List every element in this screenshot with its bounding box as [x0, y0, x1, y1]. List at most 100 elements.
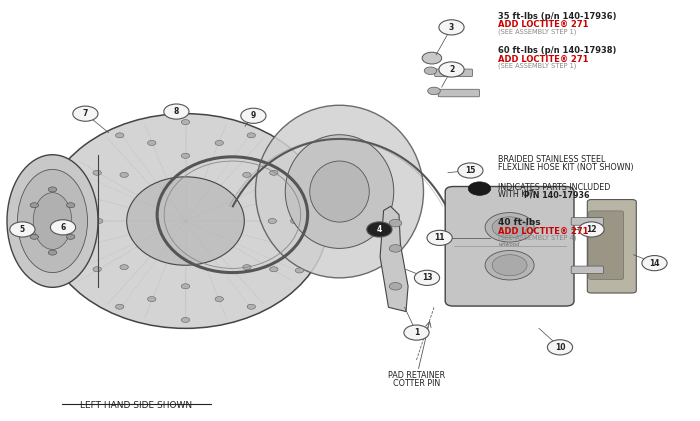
FancyBboxPatch shape	[589, 211, 624, 280]
Text: 5: 5	[20, 225, 25, 234]
Circle shape	[439, 62, 464, 77]
Ellipse shape	[309, 161, 370, 222]
Ellipse shape	[48, 187, 57, 192]
Circle shape	[458, 163, 483, 178]
Text: 12: 12	[587, 225, 596, 234]
Ellipse shape	[485, 213, 534, 242]
Ellipse shape	[93, 267, 102, 272]
Circle shape	[547, 340, 573, 355]
Text: COTTER PIN: COTTER PIN	[393, 379, 440, 388]
Ellipse shape	[428, 87, 440, 95]
Ellipse shape	[270, 267, 278, 272]
Ellipse shape	[215, 141, 223, 146]
Text: P/N 140-17936: P/N 140-17936	[524, 190, 589, 199]
FancyBboxPatch shape	[571, 218, 603, 225]
Ellipse shape	[148, 141, 156, 146]
Ellipse shape	[66, 203, 75, 208]
Circle shape	[642, 256, 667, 271]
Text: 9: 9	[251, 111, 256, 120]
Ellipse shape	[290, 218, 299, 224]
Text: BRAIDED STAINLESS STEEL: BRAIDED STAINLESS STEEL	[498, 155, 606, 164]
Circle shape	[468, 182, 491, 195]
Ellipse shape	[256, 105, 424, 278]
Ellipse shape	[93, 170, 102, 175]
Text: ADD LOCTITE® 271: ADD LOCTITE® 271	[498, 20, 589, 29]
Ellipse shape	[43, 114, 328, 328]
Circle shape	[427, 230, 452, 245]
Ellipse shape	[422, 52, 442, 64]
Text: 14: 14	[650, 258, 659, 268]
Text: 8: 8	[174, 107, 179, 116]
Circle shape	[164, 104, 189, 119]
FancyBboxPatch shape	[435, 69, 472, 77]
Text: 11: 11	[434, 233, 445, 242]
Ellipse shape	[30, 234, 38, 239]
Ellipse shape	[295, 268, 304, 273]
Ellipse shape	[34, 193, 71, 249]
Ellipse shape	[181, 317, 190, 322]
Text: wilwood: wilwood	[499, 242, 520, 247]
Text: 7: 7	[83, 109, 88, 118]
Ellipse shape	[120, 172, 128, 177]
Ellipse shape	[247, 304, 256, 309]
Circle shape	[50, 220, 76, 235]
Ellipse shape	[389, 282, 402, 290]
Text: LEFT HAND SIDE SHOWN: LEFT HAND SIDE SHOWN	[80, 401, 193, 410]
Ellipse shape	[492, 217, 527, 238]
Ellipse shape	[48, 250, 57, 255]
Ellipse shape	[181, 120, 190, 125]
Ellipse shape	[389, 219, 402, 227]
Ellipse shape	[30, 203, 38, 208]
Ellipse shape	[116, 304, 124, 309]
Text: FLEXLINE HOSE KIT (NOT SHOWN): FLEXLINE HOSE KIT (NOT SHOWN)	[498, 163, 634, 171]
FancyBboxPatch shape	[445, 187, 574, 306]
Text: 40 ft-lbs: 40 ft-lbs	[498, 218, 541, 227]
Ellipse shape	[247, 133, 256, 138]
Ellipse shape	[72, 218, 80, 224]
Text: 2: 2	[449, 65, 454, 74]
Ellipse shape	[243, 172, 251, 177]
Ellipse shape	[485, 250, 534, 280]
Ellipse shape	[127, 177, 244, 265]
Ellipse shape	[66, 234, 75, 240]
Circle shape	[404, 325, 429, 340]
Ellipse shape	[268, 218, 277, 224]
Text: PAD RETAINER: PAD RETAINER	[388, 371, 445, 380]
Text: (SEE ASSEMBLY STEP 1): (SEE ASSEMBLY STEP 1)	[498, 28, 577, 35]
FancyBboxPatch shape	[438, 89, 480, 97]
Ellipse shape	[67, 169, 76, 174]
Text: (SEE ASSEMBLY STEP 4): (SEE ASSEMBLY STEP 4)	[498, 235, 577, 241]
Ellipse shape	[215, 296, 223, 301]
Ellipse shape	[389, 245, 402, 252]
Ellipse shape	[243, 265, 251, 270]
Text: INDICATES PARTS INCLUDED: INDICATES PARTS INCLUDED	[498, 183, 611, 192]
Circle shape	[241, 108, 266, 123]
Text: ADD LOCTITE® 271: ADD LOCTITE® 271	[498, 227, 589, 236]
Text: 6: 6	[60, 223, 66, 232]
FancyBboxPatch shape	[571, 266, 603, 274]
Ellipse shape	[67, 268, 76, 273]
Ellipse shape	[94, 218, 103, 224]
Text: (SEE ASSEMBLY STEP 1): (SEE ASSEMBLY STEP 1)	[498, 63, 577, 69]
Text: 4: 4	[377, 225, 382, 234]
Ellipse shape	[116, 133, 124, 138]
Circle shape	[10, 222, 35, 237]
Ellipse shape	[120, 265, 128, 270]
Circle shape	[579, 222, 604, 237]
Text: WITH KIT: WITH KIT	[498, 190, 536, 199]
Ellipse shape	[181, 153, 190, 158]
Text: 10: 10	[554, 343, 566, 352]
Ellipse shape	[286, 135, 393, 248]
Text: 13: 13	[421, 273, 433, 282]
Ellipse shape	[313, 218, 321, 224]
Text: 3: 3	[449, 23, 454, 32]
Ellipse shape	[148, 296, 156, 301]
Ellipse shape	[295, 169, 304, 174]
Text: ADD LOCTITE® 271: ADD LOCTITE® 271	[498, 55, 589, 64]
Ellipse shape	[50, 218, 58, 224]
Text: 35 ft-lbs (p/n 140-17936): 35 ft-lbs (p/n 140-17936)	[498, 12, 617, 21]
Circle shape	[73, 106, 98, 121]
Circle shape	[414, 270, 440, 285]
Circle shape	[439, 20, 464, 35]
Text: 15: 15	[466, 166, 475, 175]
